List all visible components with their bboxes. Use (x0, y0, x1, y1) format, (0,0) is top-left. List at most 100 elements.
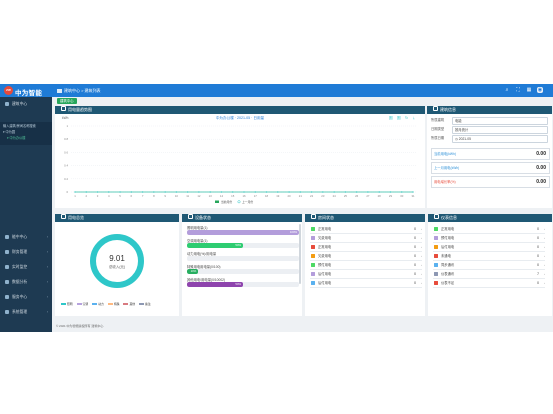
building-tree[interactable]: 输入建筑/房间名称搜索 ▾ 中为园 ▾ 中为办公楼 (0, 122, 52, 145)
status-count: 0 (537, 227, 539, 231)
avatar[interactable]: ◉ (537, 87, 543, 93)
device-icon (188, 214, 193, 219)
chart-icon (61, 106, 66, 111)
menu-toggle-icon[interactable] (57, 88, 62, 93)
chart-tool-icon[interactable]: ⤓ (413, 116, 415, 120)
sidebar-item-3[interactable]: 数据分析 › (0, 276, 52, 288)
status-row[interactable]: 欠费用电 0 › (310, 252, 422, 261)
panel-title: 房间状态 (318, 215, 334, 220)
search-icon[interactable]: ⌕ (505, 87, 509, 93)
status-row[interactable]: 正常用电 0 › (433, 225, 545, 234)
status-row[interactable]: 未通电 0 › (433, 252, 545, 261)
legend-item: 其他 (123, 302, 135, 306)
top-bar: ZW 中为智能 建筑中心 > 建筑列表 ⌕ ⛶ ▦ ◉ (0, 84, 553, 97)
data-point (389, 191, 392, 193)
chevron-right-icon: › (421, 227, 422, 231)
x-tick-label: 19 (276, 194, 280, 198)
tab-building-center[interactable]: 建筑中心 (57, 98, 77, 104)
app-window: ZW 中为智能 建筑中心 > 建筑列表 ⌕ ⛶ ▦ ◉ 建筑中心 输入建筑/房间名称搜… (0, 84, 553, 332)
legend-swatch (107, 302, 113, 305)
field-label: 所属日期 (431, 136, 445, 140)
x-tick-label: 22 (310, 194, 314, 198)
monitor-icon (5, 264, 9, 269)
donut-ring (90, 234, 144, 288)
data-point (187, 191, 189, 193)
tree-node-building[interactable]: ▾ 中为办公楼 (7, 136, 26, 140)
sidebar-item-5[interactable]: 系统管理 › (0, 306, 52, 318)
wallet-icon (5, 249, 9, 254)
grid-icon[interactable]: ▦ (526, 87, 532, 93)
x-tick-label: 29 (389, 194, 393, 198)
status-row[interactable]: 后付用电 0 › (310, 279, 422, 288)
tree-node-park[interactable]: ▾ 中为园 (3, 130, 16, 134)
sidebar-item-1[interactable]: 财务管理 › (0, 246, 52, 258)
tree-search-input[interactable]: 输入建筑/房间名称搜索 (3, 124, 36, 128)
fullscreen-icon[interactable]: ⛶ (516, 87, 520, 93)
room-icon (311, 214, 316, 219)
legend-label[interactable]: 上一月份 (242, 200, 253, 204)
status-swatch (434, 281, 438, 285)
stat-growth: 用电增长率(%) 0.00 (431, 176, 550, 188)
x-tick-label: 28 (378, 194, 382, 198)
status-row[interactable]: 预付用电 0 › (433, 234, 545, 243)
status-count: 0 (414, 236, 416, 240)
stat-current: 当前用电(kWh) 0.00 (431, 148, 550, 160)
panel-header: 用电量趋势图 (55, 106, 425, 114)
chart-tool-icon[interactable]: 圈 (389, 115, 393, 120)
status-row[interactable]: 预付用电 0 › (310, 261, 422, 270)
device-row: 空调用电量(1) 50% (187, 239, 299, 248)
chevron-right-icon: › (46, 250, 48, 254)
sidebar-item-building[interactable]: 建筑中心 (0, 98, 52, 110)
status-row[interactable]: 欠费用电 0 › (310, 234, 422, 243)
chevron-right-icon: › (421, 254, 422, 258)
progress-percent: 100% (289, 230, 297, 234)
status-swatch (434, 227, 438, 231)
x-tick-label: 3 (97, 194, 99, 198)
status-swatch (311, 254, 315, 258)
progress-bar: 50% (187, 243, 299, 248)
chevron-right-icon: › (421, 263, 422, 267)
device-status-panel: 设备状态 照明用电量(1) 100% 空调用电量(1) 50% 动力用电(%)/用电量特… (182, 214, 302, 316)
status-count: 0 (414, 245, 416, 249)
panel-title: 用电量趋势图 (68, 107, 92, 112)
device-row-label: 空调用电量(1) (187, 239, 208, 243)
chart-tool-icon[interactable]: 圈 (397, 115, 401, 120)
status-label: 正常用电 (441, 227, 455, 231)
status-row[interactable]: 仪表通讯 7 › (433, 270, 545, 279)
device-row-label: 动力用电(%)/用电量 (187, 252, 217, 256)
legend-label[interactable]: 当前月份 (221, 200, 232, 204)
chevron-right-icon: › (544, 254, 545, 258)
device-row-label: 其他用电/用电量(0/10002) (187, 278, 226, 282)
sidebar-item-label: 能中中心 (12, 235, 28, 239)
status-label: 欠费用电 (318, 254, 332, 258)
gear-icon (5, 309, 9, 314)
sidebar: 建筑中心 输入建筑/房间名称搜索 ▾ 中为园 ▾ 中为办公楼 能中中心 › 财务管理… (0, 97, 52, 332)
sidebar-item-4[interactable]: 服务中心 › (0, 291, 52, 303)
progress-fill: 50% (187, 282, 243, 287)
scrollbar[interactable] (299, 224, 301, 284)
y-tick-label: 0.2 (64, 177, 68, 181)
status-row[interactable]: 仪表不足 0 › (433, 279, 545, 288)
status-label: 后付用电 (318, 281, 332, 285)
data-point (96, 191, 99, 193)
chart-tool-icon[interactable]: ↻ (405, 116, 408, 120)
status-row[interactable]: 后付用电 0 › (433, 243, 545, 252)
sidebar-item-2[interactable]: 实时监控 › (0, 261, 52, 273)
status-count: 7 (537, 272, 539, 276)
data-point (401, 191, 403, 193)
data-point (322, 191, 324, 193)
building-select[interactable]: 电能 (452, 117, 548, 125)
status-swatch (311, 245, 315, 249)
panel-title: 仪表信息 (441, 215, 457, 220)
date-picker[interactable]: ◷ 2021-05 (452, 135, 548, 143)
date-type-select[interactable]: 按月统计 (452, 126, 548, 134)
status-row[interactable]: 后付用电 0 › (310, 270, 422, 279)
status-row[interactable]: 正常用电 0 › (310, 225, 422, 234)
chevron-right-icon: › (544, 263, 545, 267)
sidebar-item-label: 数据分析 (12, 280, 28, 284)
status-row[interactable]: 同步通讯 0 › (433, 261, 545, 270)
sidebar-item-label: 服务中心 (12, 295, 28, 299)
breadcrumb-text: 建筑中心 > 建筑列表 (64, 88, 101, 93)
sidebar-item-0[interactable]: 能中中心 › (0, 231, 52, 243)
status-row[interactable]: 正常用电 0 › (310, 243, 422, 252)
